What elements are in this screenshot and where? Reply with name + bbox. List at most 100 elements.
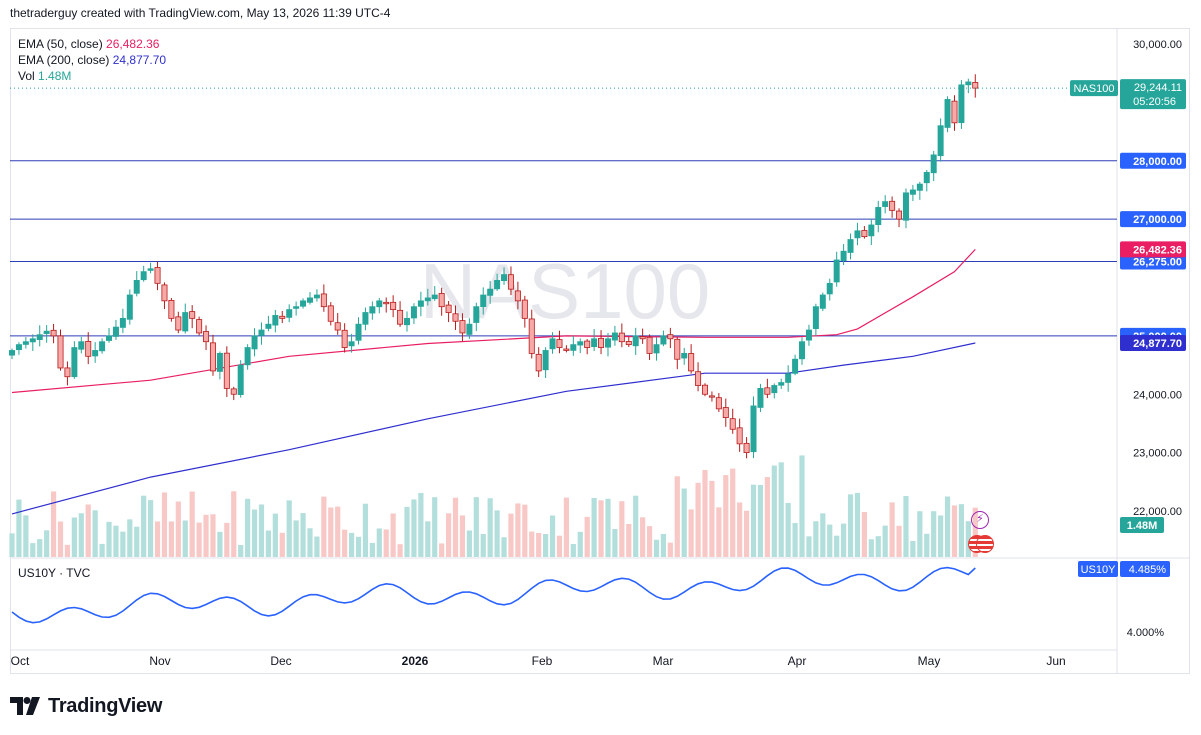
candle-body xyxy=(431,294,438,300)
volume-bar xyxy=(951,505,958,557)
us10y-value: 4.485% xyxy=(1129,564,1167,576)
volume-bar xyxy=(258,504,265,557)
us10y-legend[interactable]: US10Y · TVC xyxy=(18,566,91,580)
volume-bar xyxy=(425,521,431,557)
candle-body xyxy=(563,348,570,351)
candle-body xyxy=(909,189,916,195)
candle-body xyxy=(494,280,501,290)
volume-bar xyxy=(459,515,466,557)
candle-body xyxy=(43,330,50,334)
price-tick-label: 24,000.00 xyxy=(1133,389,1182,401)
us-flag-icon-2[interactable] xyxy=(976,535,994,553)
candle-body xyxy=(799,341,806,360)
candle-body xyxy=(341,329,348,348)
candle-body xyxy=(819,294,826,309)
hline-label-bg xyxy=(1120,152,1186,169)
last-price-label: 29,244.11 xyxy=(1134,82,1182,94)
candle-body xyxy=(452,313,459,322)
candle-body xyxy=(882,201,889,207)
volume-bar xyxy=(9,533,15,557)
legend-volume-value: 1.48M xyxy=(38,69,72,83)
tradingview-logo-icon xyxy=(10,697,40,715)
candle-body xyxy=(327,305,334,322)
candle-body xyxy=(542,350,549,371)
volume-bar xyxy=(92,510,98,557)
volume-bar xyxy=(584,516,590,557)
volume-bar xyxy=(37,539,43,557)
candle-body xyxy=(15,344,22,351)
volume-bar xyxy=(161,492,168,557)
volume-bar xyxy=(134,526,140,557)
lightning-icon[interactable]: ⚡ xyxy=(971,511,989,529)
hline-label-bg xyxy=(1120,211,1186,228)
volume-bar xyxy=(251,509,258,557)
candle-body xyxy=(923,172,930,184)
volume-bar xyxy=(452,497,459,557)
volume-bar xyxy=(536,532,542,557)
legend-ema200[interactable]: EMA (200, close) 24,877.70 xyxy=(18,53,167,67)
candle-body xyxy=(265,323,272,329)
candle-body xyxy=(812,306,819,329)
candle-body xyxy=(570,344,577,351)
time-tick-label: Feb xyxy=(532,654,553,668)
candle-body xyxy=(937,125,944,157)
volume-bar xyxy=(612,529,618,557)
candle-body xyxy=(736,427,743,445)
candle-body xyxy=(397,309,404,325)
candle-body xyxy=(771,385,778,394)
volume-bar xyxy=(875,536,881,557)
volume-bar xyxy=(44,530,50,557)
volume-bar xyxy=(369,543,375,557)
volume-bar xyxy=(522,504,528,557)
volume-bar xyxy=(841,523,847,557)
candle-body xyxy=(133,280,140,294)
us10y-line xyxy=(11,566,976,624)
candle-body xyxy=(487,288,494,296)
legend-ema50[interactable]: EMA (50, close) 26,482.36 xyxy=(18,37,160,51)
ema-lines xyxy=(11,248,976,515)
footer-brand: TradingView xyxy=(48,694,163,717)
volume-bar xyxy=(217,531,223,557)
candle-body xyxy=(660,335,667,345)
volume-bar xyxy=(972,507,978,557)
candle-body xyxy=(896,210,903,220)
candle-body xyxy=(688,353,695,372)
candle-body xyxy=(854,230,861,239)
footer-logo[interactable]: TradingView xyxy=(10,694,162,718)
volume-bar xyxy=(633,495,639,557)
time-tick-label: Dec xyxy=(270,654,291,668)
candle-body xyxy=(258,329,265,336)
candle-body xyxy=(175,316,182,331)
candle-body xyxy=(78,341,85,350)
candle-body xyxy=(889,200,896,211)
volume-bar xyxy=(30,543,36,557)
price-tick-label: 22,000.00 xyxy=(1133,506,1182,518)
candle-body xyxy=(71,347,78,378)
volume-bar xyxy=(106,521,112,557)
volume-bar xyxy=(501,537,507,557)
volume-bar xyxy=(931,511,937,557)
volume-bar xyxy=(882,525,888,557)
candle-body xyxy=(417,300,424,307)
volume-bar xyxy=(16,499,22,557)
candle-body xyxy=(154,267,161,284)
volume-bar xyxy=(335,506,341,557)
us10y-value-bg xyxy=(1120,561,1170,577)
volume-bars xyxy=(9,455,978,557)
candle-body xyxy=(611,332,618,341)
price-axis: 26,482.36 24,877.70 30,000.00 24,000.00 23,0… xyxy=(10,39,1186,533)
candle-body xyxy=(57,335,64,369)
volume-bar xyxy=(480,534,486,557)
time-tick-label: Mar xyxy=(653,654,674,668)
volume-bar xyxy=(660,533,667,557)
volume-bar xyxy=(210,514,216,557)
candle-body xyxy=(230,388,237,395)
legend-volume[interactable]: Vol 1.48M xyxy=(18,69,72,83)
candle-body xyxy=(244,347,251,366)
candle-body xyxy=(445,304,452,313)
volume-bar xyxy=(958,504,965,557)
volume-bar xyxy=(938,515,944,557)
candle-body xyxy=(729,418,736,430)
candle-body xyxy=(639,336,646,340)
